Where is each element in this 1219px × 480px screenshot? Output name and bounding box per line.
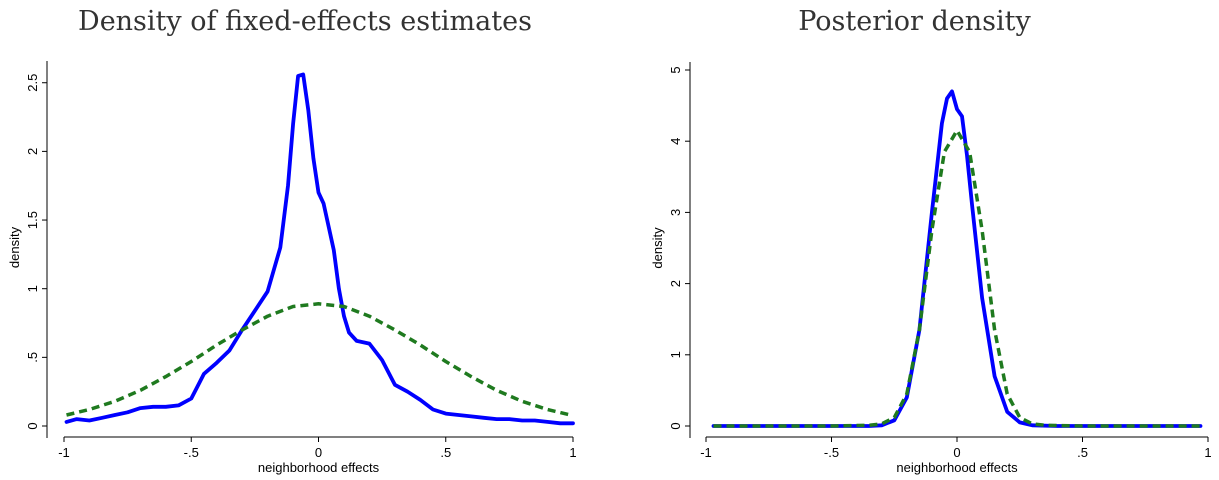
- x-tick-label: -.5: [824, 445, 839, 460]
- y-tick-label: 4: [668, 138, 683, 145]
- y-tick-label: 5: [668, 66, 683, 73]
- x-tick-label: -.5: [184, 445, 199, 460]
- y-tick-label: 3: [668, 209, 683, 216]
- x-tick-label: .5: [1077, 445, 1088, 460]
- chart-title: Posterior density: [798, 6, 1031, 37]
- density-chart-left: 0 .5 1 1.5 2 2.5 -1 -.5 0 .5 1 neighborhood effects…: [7, 61, 577, 475]
- y-tick-label: 1: [668, 351, 683, 358]
- x-tick-label: -1: [58, 445, 70, 460]
- dashed-density-line: [713, 128, 1201, 428]
- chart-panel-right: Posterior density 0 1 2 3 4 5 -1 -.5 0 .5 1 neighbo…: [610, 0, 1219, 480]
- y-axis-label: density: [650, 227, 665, 269]
- y-tick-label: 2: [25, 148, 40, 155]
- y-tick-label: 1: [25, 285, 40, 292]
- dashed-density-line: [66, 302, 571, 417]
- y-axis-label: density: [7, 226, 22, 268]
- x-axis-label: neighborhood effects: [258, 460, 380, 475]
- y-tick-label: 1.5: [25, 211, 40, 229]
- solid-density-line: [711, 89, 1203, 428]
- y-tick-label: .5: [25, 352, 40, 363]
- y-tick-label: 0: [25, 422, 40, 429]
- x-tick-label: 1: [569, 445, 576, 460]
- x-tick-label: 0: [315, 445, 322, 460]
- chart-panel-left: Density of fixed-effects estimates 0 .5 1 1…: [7, 6, 577, 475]
- y-tick-label: 2.5: [25, 74, 40, 92]
- x-tick-label: 1: [1204, 445, 1211, 460]
- x-axis-label: neighborhood effects: [896, 460, 1018, 475]
- solid-density-line: [64, 72, 575, 426]
- chart-title: Density of fixed-effects estimates: [78, 6, 532, 37]
- x-tick-label: -1: [700, 445, 712, 460]
- y-tick-label: 0: [668, 422, 683, 429]
- x-tick-label: 0: [953, 445, 960, 460]
- y-tick-label: 2: [668, 280, 683, 287]
- x-tick-label: .5: [440, 445, 451, 460]
- density-chart-right: 0 1 2 3 4 5 -1 -.5 0 .5 1 neighborhood effects densi…: [650, 62, 1212, 475]
